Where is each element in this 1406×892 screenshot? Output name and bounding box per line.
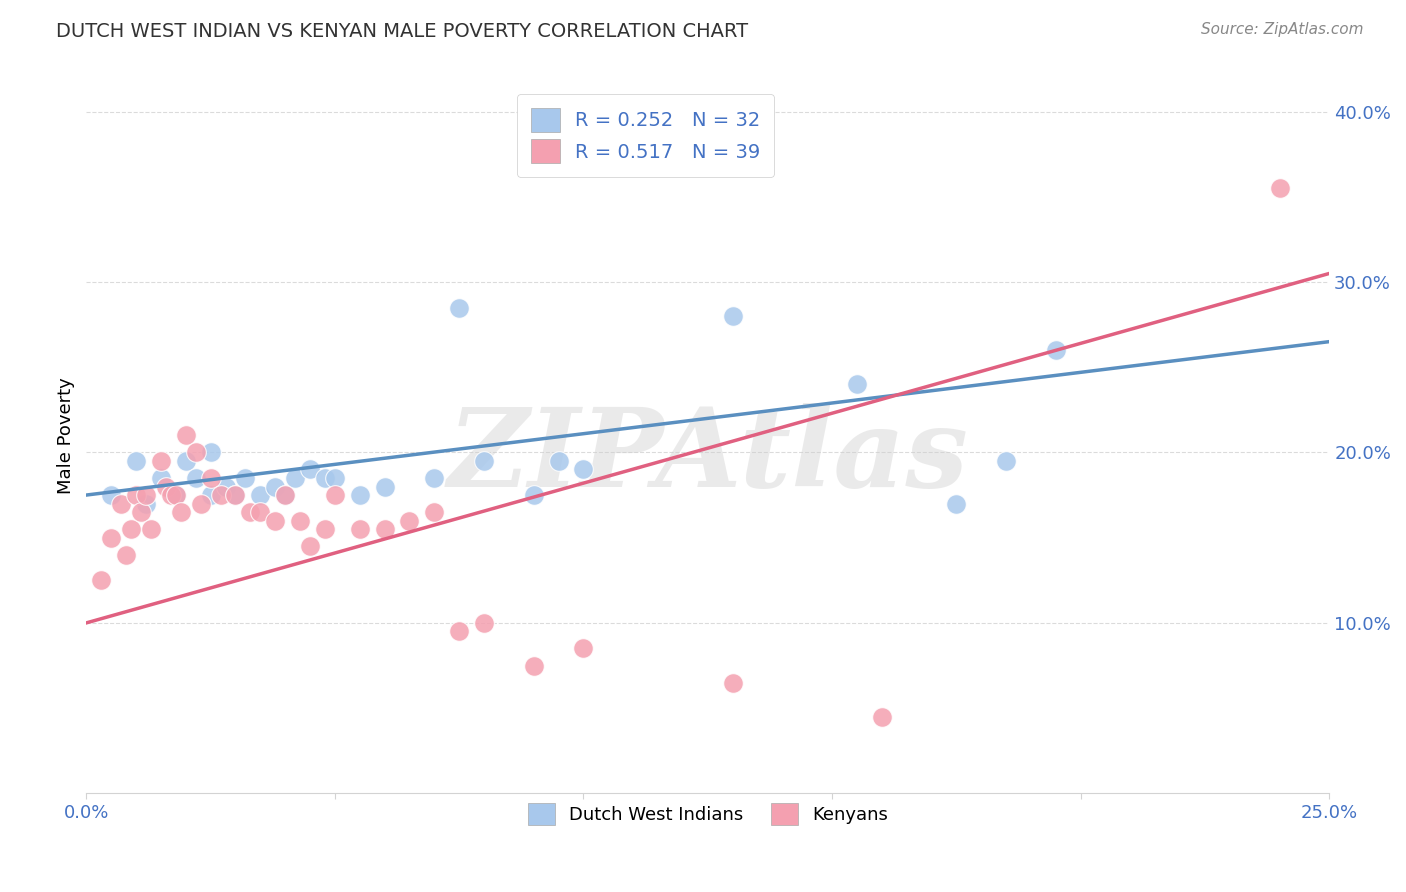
Point: [249, 505, 271, 519]
Point: [274, 488, 297, 502]
Text: ZIPAtlas: ZIPAtlas: [447, 403, 969, 510]
Point: [170, 505, 193, 519]
Point: [349, 488, 371, 502]
Point: [200, 471, 222, 485]
Point: [472, 615, 495, 630]
Point: [174, 428, 197, 442]
Point: [184, 445, 207, 459]
Point: [299, 462, 322, 476]
Point: [472, 454, 495, 468]
Point: [721, 675, 744, 690]
Point: [398, 514, 420, 528]
Point: [125, 488, 148, 502]
Point: [200, 488, 222, 502]
Point: [449, 624, 471, 639]
Point: [90, 574, 112, 588]
Point: [374, 479, 396, 493]
Point: [523, 488, 546, 502]
Point: [423, 505, 446, 519]
Point: [159, 488, 181, 502]
Point: [214, 479, 236, 493]
Text: DUTCH WEST INDIAN VS KENYAN MALE POVERTY CORRELATION CHART: DUTCH WEST INDIAN VS KENYAN MALE POVERTY…: [56, 22, 748, 41]
Point: [149, 454, 172, 468]
Point: [721, 309, 744, 323]
Point: [100, 531, 122, 545]
Point: [110, 497, 132, 511]
Point: [323, 471, 346, 485]
Point: [547, 454, 569, 468]
Point: [1268, 181, 1291, 195]
Point: [235, 471, 257, 485]
Text: Source: ZipAtlas.com: Source: ZipAtlas.com: [1201, 22, 1364, 37]
Point: [288, 514, 311, 528]
Point: [174, 454, 197, 468]
Point: [100, 488, 122, 502]
Y-axis label: Male Poverty: Male Poverty: [58, 377, 75, 494]
Point: [224, 488, 246, 502]
Point: [284, 471, 307, 485]
Point: [209, 488, 232, 502]
Point: [135, 488, 157, 502]
Point: [995, 454, 1018, 468]
Point: [349, 522, 371, 536]
Point: [274, 488, 297, 502]
Point: [264, 514, 287, 528]
Point: [224, 488, 246, 502]
Point: [184, 471, 207, 485]
Point: [135, 497, 157, 511]
Point: [190, 497, 212, 511]
Point: [139, 522, 162, 536]
Point: [423, 471, 446, 485]
Point: [239, 505, 262, 519]
Point: [374, 522, 396, 536]
Point: [523, 658, 546, 673]
Point: [870, 709, 893, 723]
Point: [572, 641, 595, 656]
Point: [200, 445, 222, 459]
Legend: Dutch West Indians, Kenyans: Dutch West Indians, Kenyans: [519, 795, 897, 834]
Point: [1045, 343, 1067, 358]
Point: [449, 301, 471, 315]
Point: [299, 539, 322, 553]
Point: [120, 522, 142, 536]
Point: [945, 497, 967, 511]
Point: [264, 479, 287, 493]
Point: [572, 462, 595, 476]
Point: [323, 488, 346, 502]
Point: [249, 488, 271, 502]
Point: [845, 377, 868, 392]
Point: [165, 488, 187, 502]
Point: [125, 454, 148, 468]
Point: [155, 479, 177, 493]
Point: [165, 488, 187, 502]
Point: [149, 471, 172, 485]
Point: [314, 471, 336, 485]
Point: [129, 505, 152, 519]
Point: [115, 548, 138, 562]
Point: [314, 522, 336, 536]
